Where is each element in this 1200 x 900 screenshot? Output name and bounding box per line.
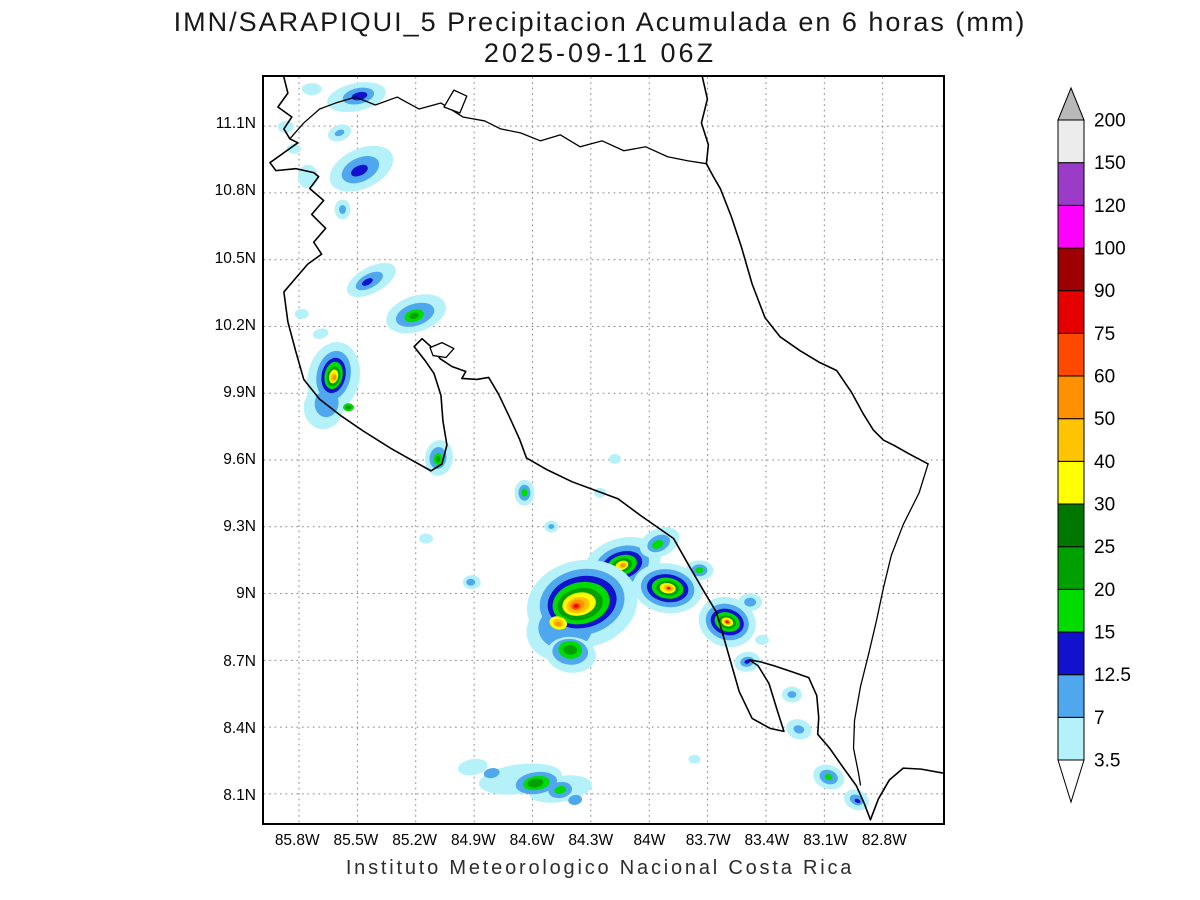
lat-tick-label-10.8N: 10.8N (214, 182, 256, 200)
colorbar-segment (1057, 674, 1085, 718)
island-chira (429, 341, 455, 359)
lat-tick-label-9.9N: 9.9N (223, 383, 256, 401)
coastline-layer (269, 77, 943, 821)
colorbar-segment (1057, 162, 1085, 206)
lat-tick-label-9.3N: 9.3N (223, 518, 256, 536)
lon-tick-label-84.6W: 84.6W (509, 832, 555, 849)
colorbar-over-arrow (1057, 86, 1085, 121)
precip-cell (303, 342, 360, 430)
lon-tick-label-83.1W: 83.1W (803, 832, 849, 849)
map-datetime: 2025-09-11 06Z (483, 38, 717, 68)
lat-tick-label-10.2N: 10.2N (214, 316, 256, 334)
lon-tick-label-84.9W: 84.9W (450, 832, 496, 849)
precip-cell (286, 143, 394, 220)
lat-tick-label-11.1N: 11.1N (215, 115, 256, 133)
colorbar-segment (1057, 588, 1085, 633)
colorbar-label-12.5: 12.5 (1094, 665, 1131, 686)
colorbar: 3.5 7 12.5 15 20 25 30 40 50 60 75 90 100 120 150 200 (1057, 86, 1131, 804)
colorbar-label-25: 25 (1094, 537, 1115, 558)
lat-tick-label-8.1N: 8.1N (223, 786, 256, 804)
island-outline (443, 89, 468, 114)
map-plot-frame (262, 75, 945, 825)
border-costa-rica-nicaragua (289, 96, 708, 165)
lon-tick-label-85.8W: 85.8W (274, 832, 320, 849)
precip-cell (786, 719, 869, 811)
colorbar-label-20: 20 (1094, 580, 1115, 601)
colorbar-segment (1057, 460, 1085, 505)
lon-tick-label-83.7W: 83.7W (685, 832, 731, 849)
lon-tick-label-85.2W: 85.2W (392, 832, 438, 849)
colorbar-under-arrow (1057, 759, 1085, 804)
colorbar-label-7: 7 (1094, 708, 1105, 729)
colorbar-label-150: 150 (1094, 153, 1126, 174)
colorbar-segment (1057, 631, 1085, 676)
border-costa-rica-panama (852, 463, 929, 786)
colorbar-segment (1057, 204, 1085, 249)
colorbar-segment (1057, 247, 1085, 292)
colorbar-label-15: 15 (1094, 623, 1115, 644)
colorbar-label-90: 90 (1094, 281, 1115, 302)
colorbar-label-75: 75 (1094, 324, 1115, 345)
colorbar-label-3.5: 3.5 (1094, 751, 1120, 772)
lat-tick-label-10.5N: 10.5N (214, 249, 256, 267)
colorbar-label-60: 60 (1094, 367, 1115, 388)
precip-cell (458, 754, 701, 805)
colorbar-label-200: 200 (1094, 111, 1126, 132)
colorbar-segment (1057, 290, 1085, 334)
precip-cell (277, 82, 386, 142)
coastline-caribbean (700, 77, 929, 465)
precip-cell (294, 263, 446, 339)
colorbar-segment (1057, 119, 1085, 164)
colorbar-label-40: 40 (1094, 452, 1115, 473)
lat-tick-label-8.4N: 8.4N (223, 719, 256, 737)
lon-tick-label-84W: 84W (633, 832, 666, 849)
colorbar-segment (1057, 332, 1085, 377)
colorbar-segment (1057, 546, 1085, 590)
footer-text: Instituto Meteorologico Nacional Costa R… (345, 857, 855, 879)
colorbar-segment (1057, 375, 1085, 420)
map-title: IMN/SARAPIQUI_5 Precipitacion Acumulada … (173, 7, 1027, 37)
colorbar-label-30: 30 (1094, 495, 1115, 516)
colorbar-label-100: 100 (1094, 239, 1126, 260)
map-canvas (264, 77, 943, 823)
lat-tick-label-9N: 9N (236, 585, 256, 603)
colorbar-segment (1057, 716, 1085, 761)
coastline-pacific (269, 77, 943, 821)
lat-tick-label-8.7N: 8.7N (223, 652, 256, 670)
lon-tick-label-84.3W: 84.3W (568, 832, 614, 849)
lat-tick-label-9.6N: 9.6N (223, 451, 256, 469)
colorbar-label-50: 50 (1094, 409, 1115, 430)
colorbar-label-120: 120 (1094, 196, 1126, 217)
colorbar-segment (1057, 418, 1085, 462)
precip-cluster-main (526, 527, 802, 703)
precipitation-overlay (277, 82, 869, 811)
colorbar-segment (1057, 503, 1085, 548)
lon-tick-label-82.8W: 82.8W (861, 832, 907, 849)
lon-tick-label-83.4W: 83.4W (744, 832, 790, 849)
grid-lines (264, 77, 943, 823)
lon-tick-label-85.5W: 85.5W (333, 832, 379, 849)
